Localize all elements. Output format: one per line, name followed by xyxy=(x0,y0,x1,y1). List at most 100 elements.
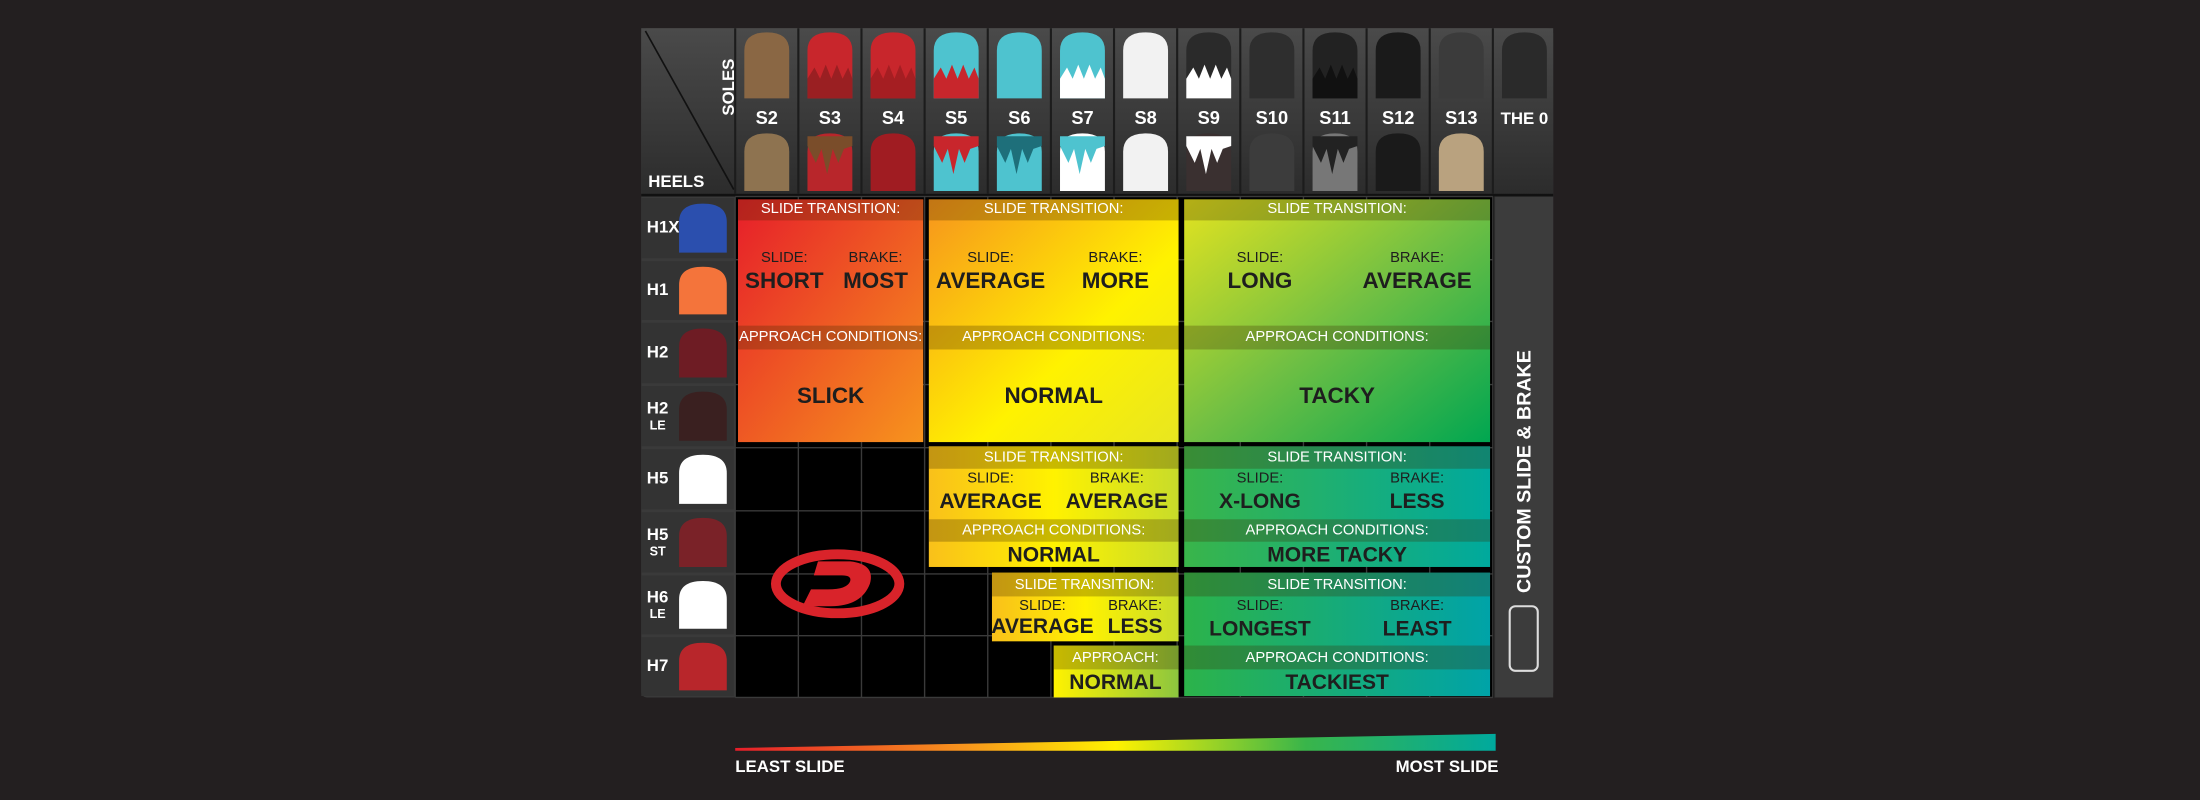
slide-label: SLIDE: xyxy=(1237,598,1284,614)
heel-label: H5 xyxy=(647,469,669,488)
heel-label: H6 xyxy=(647,587,669,606)
slide-value: AVERAGE xyxy=(939,490,1041,513)
block-band xyxy=(928,519,1179,542)
slide-value: AVERAGE xyxy=(991,615,1093,638)
sole-image xyxy=(1438,32,1484,99)
slide-value: X-LONG xyxy=(1219,490,1301,513)
heel-sole-image xyxy=(744,133,790,191)
heel-label: H5 xyxy=(647,525,669,544)
heel-image xyxy=(679,391,727,441)
block-band xyxy=(738,199,924,221)
brake-value: LESS xyxy=(1390,490,1445,513)
sole-label: S7 xyxy=(1071,107,1093,128)
sole-image xyxy=(996,32,1042,99)
block-band xyxy=(991,572,1179,597)
sole-label: S9 xyxy=(1198,107,1220,128)
heel-image xyxy=(679,580,727,629)
condition-block xyxy=(991,572,1179,642)
conditions-value: TACKY xyxy=(1299,383,1375,408)
heel-image xyxy=(679,517,727,567)
block-band xyxy=(928,199,1179,221)
block-band xyxy=(1184,199,1491,221)
condition-block xyxy=(738,199,924,443)
slide-label: SLIDE: xyxy=(1237,470,1284,486)
sole-image xyxy=(744,32,790,99)
sole-label: THE 0 xyxy=(1501,109,1549,128)
brake-value: AVERAGE xyxy=(1362,268,1471,293)
brake-value: AVERAGE xyxy=(1066,490,1168,513)
legend-start: LEAST SLIDE xyxy=(735,757,844,776)
sole-image xyxy=(1123,32,1169,99)
heel-label: H1 xyxy=(647,280,669,299)
sole-label: S13 xyxy=(1445,107,1477,128)
conditions-label: APPROACH CONDITIONS: xyxy=(1246,522,1429,538)
heel-sole-image xyxy=(1438,133,1484,191)
heel-sole-pattern xyxy=(996,136,1042,175)
slide-label: SLIDE: xyxy=(967,250,1014,266)
heel-sole-pattern xyxy=(1060,136,1105,175)
block-band xyxy=(928,446,1179,469)
sole-image xyxy=(1501,32,1547,99)
sole-pattern xyxy=(870,64,916,99)
sole-label: S12 xyxy=(1382,107,1414,128)
sole-label: S3 xyxy=(819,107,841,128)
brake-label: BRAKE: xyxy=(1390,470,1444,486)
heel-label: H2 xyxy=(647,399,669,418)
condition-block xyxy=(1053,645,1179,698)
sole-label: S6 xyxy=(1008,107,1030,128)
heel-sole-image xyxy=(1123,133,1169,191)
sole-pattern xyxy=(807,64,853,99)
brake-value: MORE xyxy=(1082,268,1149,293)
transition-label: SLIDE TRANSITION: xyxy=(761,201,901,217)
heel-sublabel: LE xyxy=(650,418,666,432)
transition-label: SLIDE TRANSITION: xyxy=(984,449,1124,465)
slide-gradient xyxy=(735,733,1496,751)
heel-label: H7 xyxy=(647,656,669,675)
heel-sole-image xyxy=(1375,133,1421,191)
heel-sole-image xyxy=(870,133,916,191)
brake-label: BRAKE: xyxy=(1090,470,1144,486)
brake-label: BRAKE: xyxy=(1390,250,1444,266)
heel-image xyxy=(679,454,727,504)
block-band xyxy=(928,325,1179,350)
sole-pattern xyxy=(1312,64,1358,99)
brake-label: BRAKE: xyxy=(1390,598,1444,614)
slide-value: SHORT xyxy=(745,268,824,293)
heel-sole-pattern xyxy=(1312,136,1358,175)
sole-image xyxy=(1249,32,1295,99)
heel-image xyxy=(679,328,727,378)
brake-value: LEAST xyxy=(1383,618,1452,641)
conditions-value: NORMAL xyxy=(1004,383,1103,408)
corner-diagonal xyxy=(644,30,735,190)
conditions-label: APPROACH CONDITIONS: xyxy=(962,522,1145,538)
brake-label: BRAKE: xyxy=(1088,250,1142,266)
sole-label: S10 xyxy=(1256,107,1288,128)
conditions-label: APPROACH CONDITIONS: xyxy=(962,329,1145,345)
heel-sole-pattern xyxy=(807,136,853,175)
conditions-label: APPROACH CONDITIONS: xyxy=(739,329,922,345)
heel-image xyxy=(679,203,727,253)
brake-label: BRAKE: xyxy=(1108,598,1162,614)
condition-block xyxy=(928,446,1179,567)
heel-sublabel: LE xyxy=(650,607,666,621)
transition-label: SLIDE TRANSITION: xyxy=(1267,577,1407,593)
block-band xyxy=(1184,519,1491,542)
slide-value: LONG xyxy=(1228,268,1293,293)
the-logo xyxy=(1508,605,1539,672)
heel-sublabel: ST xyxy=(650,545,666,559)
slide-label: SLIDE: xyxy=(1019,598,1066,614)
block-band xyxy=(1184,645,1491,670)
conditions-label: APPROACH: xyxy=(1072,650,1159,666)
condition-block xyxy=(928,199,1179,443)
slide-value: LONGEST xyxy=(1209,618,1311,641)
heel-label: H2 xyxy=(647,342,669,361)
slide-label: SLIDE: xyxy=(967,470,1014,486)
slide-label: SLIDE: xyxy=(761,250,808,266)
sole-pattern xyxy=(1060,64,1105,99)
conditions-value: NORMAL xyxy=(1069,671,1161,694)
brake-value: LESS xyxy=(1108,615,1163,638)
conditions-value: SLICK xyxy=(797,383,864,408)
custom-column xyxy=(1495,196,1554,698)
